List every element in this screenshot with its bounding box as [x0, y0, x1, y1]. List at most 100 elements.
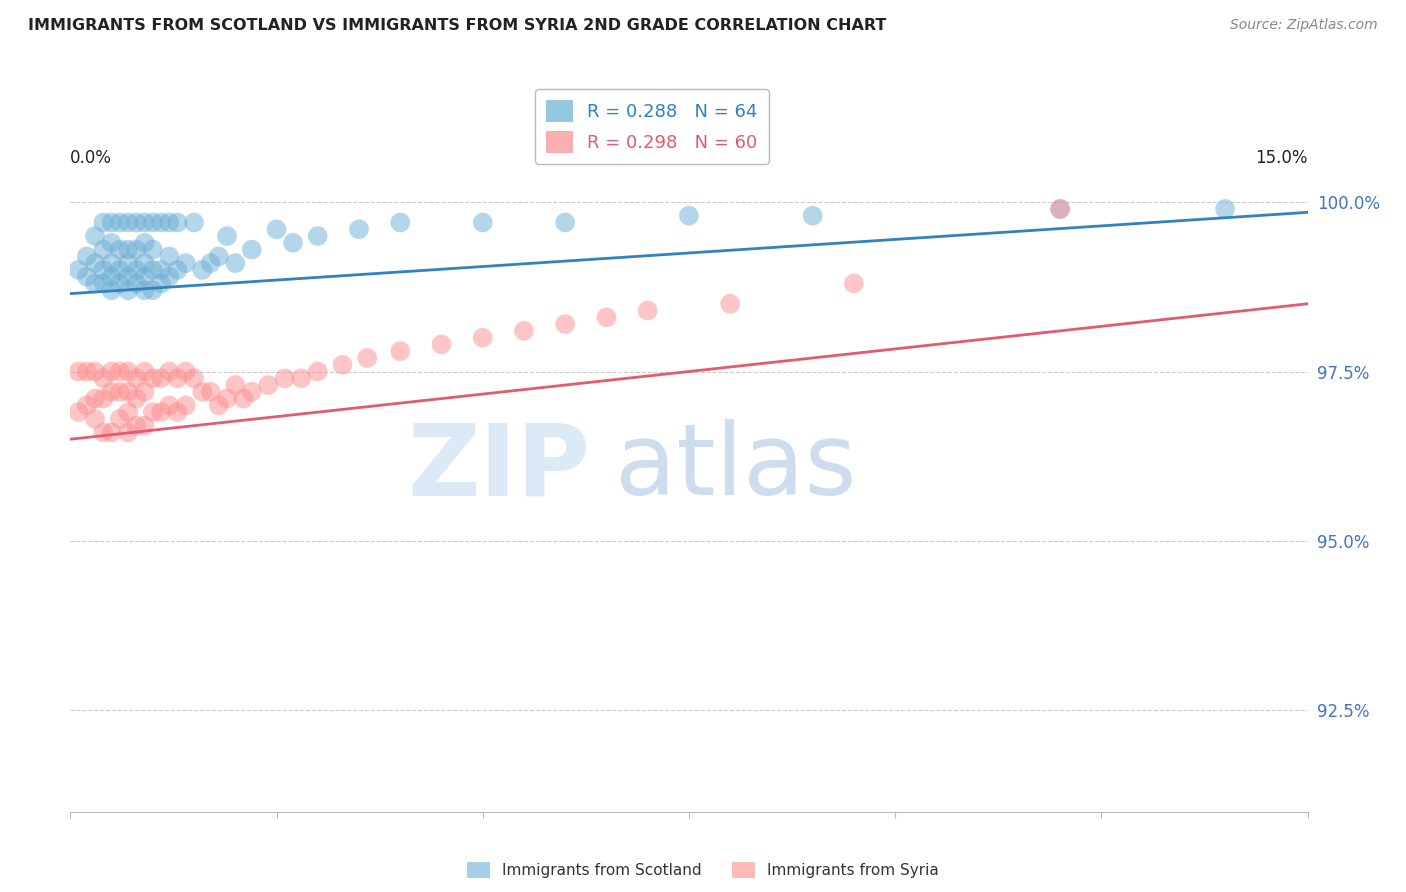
Point — [134, 256, 156, 270]
Point — [117, 405, 139, 419]
Point — [513, 324, 536, 338]
Point — [281, 235, 304, 250]
Point — [208, 398, 231, 412]
Point — [125, 418, 148, 433]
Point — [150, 371, 173, 385]
Point — [84, 277, 107, 291]
Point — [91, 392, 114, 406]
Point — [117, 384, 139, 399]
Text: 0.0%: 0.0% — [70, 149, 112, 167]
Point — [166, 215, 188, 229]
Point — [240, 243, 263, 257]
Point — [174, 364, 197, 378]
Point — [430, 337, 453, 351]
Legend: Immigrants from Scotland, Immigrants from Syria: Immigrants from Scotland, Immigrants fro… — [461, 856, 945, 884]
Point — [174, 256, 197, 270]
Point — [91, 277, 114, 291]
Point — [117, 283, 139, 297]
Text: Source: ZipAtlas.com: Source: ZipAtlas.com — [1230, 18, 1378, 32]
Point — [84, 412, 107, 426]
Point — [100, 425, 122, 440]
Point — [389, 215, 412, 229]
Point — [554, 215, 576, 229]
Point — [389, 344, 412, 359]
Point — [678, 209, 700, 223]
Point — [718, 297, 741, 311]
Point — [166, 405, 188, 419]
Point — [142, 283, 165, 297]
Point — [307, 364, 329, 378]
Point — [100, 269, 122, 284]
Point — [125, 215, 148, 229]
Point — [134, 283, 156, 297]
Point — [142, 215, 165, 229]
Point — [142, 371, 165, 385]
Point — [91, 425, 114, 440]
Point — [356, 351, 378, 365]
Point — [1049, 202, 1071, 216]
Point — [215, 229, 238, 244]
Point — [200, 384, 222, 399]
Point — [224, 378, 246, 392]
Point — [100, 256, 122, 270]
Point — [117, 425, 139, 440]
Point — [157, 398, 180, 412]
Point — [100, 283, 122, 297]
Point — [117, 215, 139, 229]
Point — [150, 405, 173, 419]
Point — [125, 263, 148, 277]
Point — [100, 215, 122, 229]
Point — [637, 303, 659, 318]
Text: atlas: atlas — [614, 419, 856, 516]
Point — [157, 249, 180, 263]
Point — [266, 222, 288, 236]
Text: ZIP: ZIP — [408, 419, 591, 516]
Point — [134, 364, 156, 378]
Point — [100, 364, 122, 378]
Point — [801, 209, 824, 223]
Point — [91, 263, 114, 277]
Point — [91, 215, 114, 229]
Point — [1049, 202, 1071, 216]
Point — [84, 256, 107, 270]
Point — [91, 243, 114, 257]
Text: 15.0%: 15.0% — [1256, 149, 1308, 167]
Point — [76, 364, 98, 378]
Point — [108, 263, 131, 277]
Point — [100, 384, 122, 399]
Point — [471, 215, 494, 229]
Point — [157, 364, 180, 378]
Point — [76, 249, 98, 263]
Point — [183, 215, 205, 229]
Legend: R = 0.288   N = 64, R = 0.298   N = 60: R = 0.288 N = 64, R = 0.298 N = 60 — [536, 89, 769, 164]
Point — [108, 277, 131, 291]
Point — [290, 371, 312, 385]
Point — [117, 364, 139, 378]
Point — [1213, 202, 1236, 216]
Point — [157, 269, 180, 284]
Point — [224, 256, 246, 270]
Point — [67, 263, 90, 277]
Point — [166, 371, 188, 385]
Point — [125, 243, 148, 257]
Point — [215, 392, 238, 406]
Point — [117, 269, 139, 284]
Point — [166, 263, 188, 277]
Point — [108, 215, 131, 229]
Point — [125, 371, 148, 385]
Point — [84, 364, 107, 378]
Point — [84, 229, 107, 244]
Point — [108, 384, 131, 399]
Point — [208, 249, 231, 263]
Text: IMMIGRANTS FROM SCOTLAND VS IMMIGRANTS FROM SYRIA 2ND GRADE CORRELATION CHART: IMMIGRANTS FROM SCOTLAND VS IMMIGRANTS F… — [28, 18, 887, 33]
Point — [471, 331, 494, 345]
Point — [125, 277, 148, 291]
Point — [134, 269, 156, 284]
Point — [100, 235, 122, 250]
Point — [84, 392, 107, 406]
Point — [142, 263, 165, 277]
Point — [332, 358, 354, 372]
Point — [108, 243, 131, 257]
Point — [150, 263, 173, 277]
Point — [91, 371, 114, 385]
